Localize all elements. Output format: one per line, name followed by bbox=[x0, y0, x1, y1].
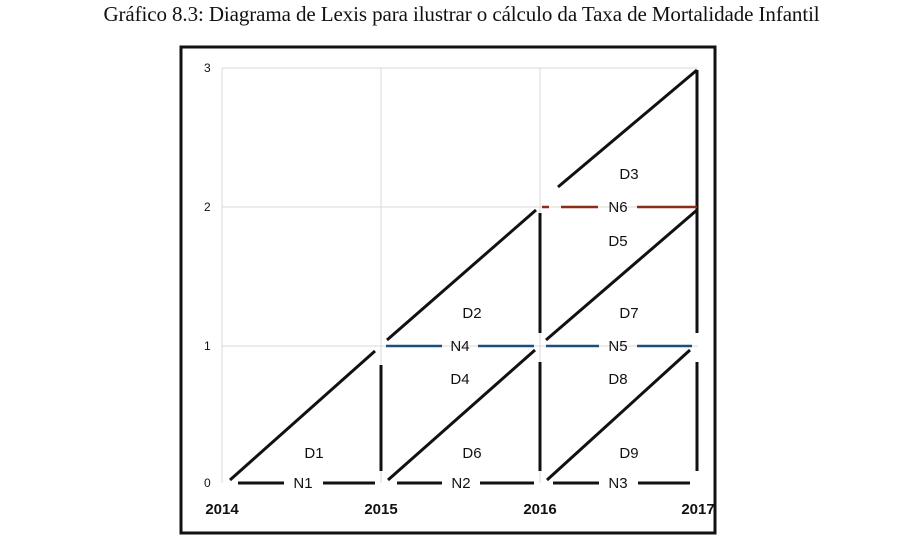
y-tick-2: 2 bbox=[204, 200, 211, 214]
death-label-d8: D8 bbox=[608, 371, 627, 388]
x-tick-2016: 2016 bbox=[523, 501, 556, 518]
diagram-frame bbox=[179, 45, 717, 535]
lifelines bbox=[229, 68, 698, 482]
x-tick-2014: 2014 bbox=[205, 501, 239, 518]
cohort-label-n5: N5 bbox=[608, 338, 627, 355]
death-label-d9: D9 bbox=[619, 445, 638, 462]
x-tick-2017: 2017 bbox=[681, 501, 714, 518]
x-tick-2015: 2015 bbox=[364, 501, 397, 518]
y-tick-1: 1 bbox=[204, 339, 211, 353]
cohort-label-n1: N1 bbox=[293, 475, 312, 492]
cohort-label-n2: N2 bbox=[451, 475, 470, 492]
year-boundaries bbox=[379, 70, 699, 471]
cohort-label-n4: N4 bbox=[450, 338, 469, 355]
death-label-d6: D6 bbox=[462, 445, 481, 462]
cohort-label-n3: N3 bbox=[608, 475, 627, 492]
y-tick-0: 0 bbox=[204, 476, 211, 490]
death-label-d3: D3 bbox=[619, 166, 638, 183]
y-tick-3: 3 bbox=[204, 61, 211, 75]
death-label-d5: D5 bbox=[608, 233, 627, 250]
death-label-d7: D7 bbox=[619, 305, 638, 322]
death-label-d1: D1 bbox=[304, 445, 323, 462]
cohort-label-n6: N6 bbox=[608, 199, 627, 216]
death-label-d2: D2 bbox=[462, 305, 481, 322]
figure-caption: Gráfico 8.3: Diagrama de Lexis para ilus… bbox=[103, 2, 820, 26]
death-label-d4: D4 bbox=[450, 371, 469, 388]
